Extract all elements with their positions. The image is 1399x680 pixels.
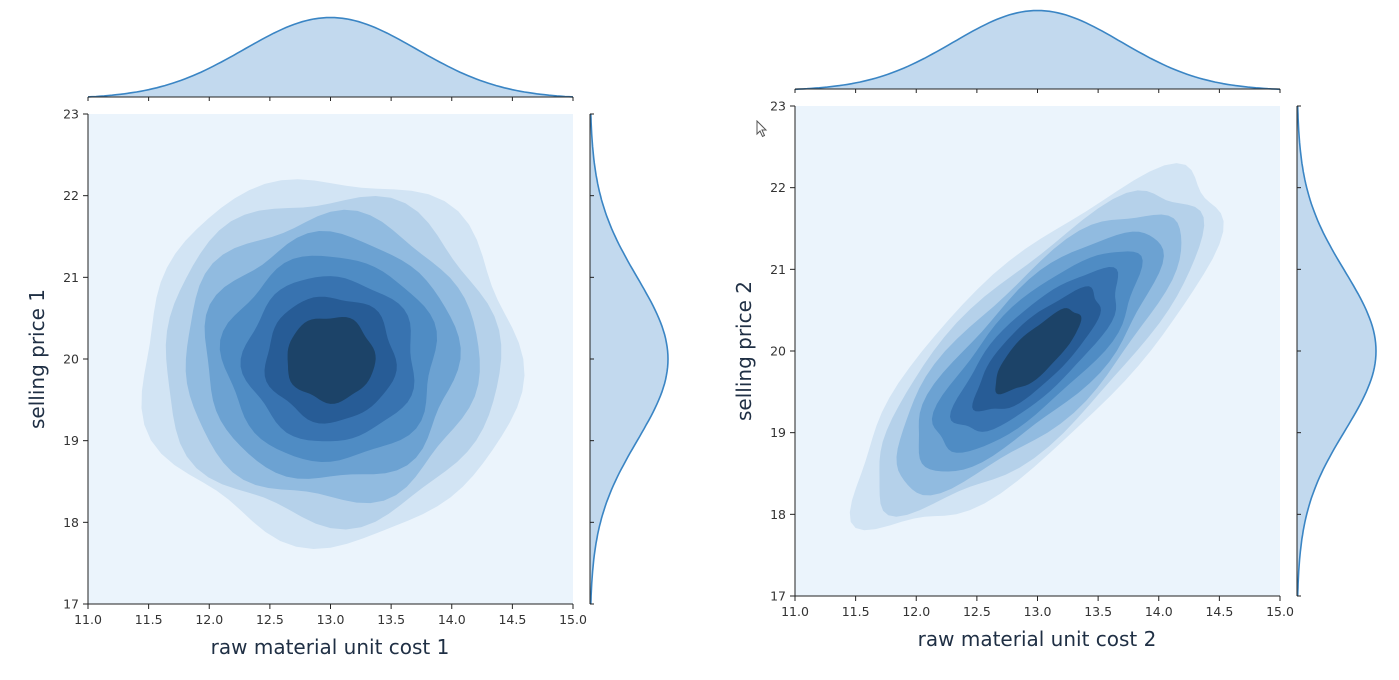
joint-plot-2-x-label: raw material unit cost 2 <box>918 627 1157 651</box>
joint-plot-2-kde-contours <box>849 163 1224 531</box>
x-tick-label: 12.0 <box>195 612 223 627</box>
x-tick-label: 13.5 <box>377 612 405 627</box>
joint-plot-1-top-marginal-ticks <box>87 97 574 101</box>
y-tick-label: 20 <box>63 352 79 367</box>
y-tick-label: 22 <box>63 188 79 203</box>
joint-plot-2-top-marginal-ticks <box>794 89 1281 93</box>
joint-plot-1-x-label: raw material unit cost 1 <box>211 635 450 659</box>
y-tick-label: 19 <box>63 433 79 448</box>
joint-plot-2-right-marginal-curve <box>1296 105 1377 597</box>
kde-contour-level-8 <box>995 308 1082 395</box>
joint-plot-1-y-ticks: 17 18 19 20 21 22 23 <box>63 107 88 612</box>
y-tick-label: 20 <box>770 344 786 359</box>
joint-plot-1-y-label: selling price 1 <box>25 289 49 429</box>
x-tick-label: 11.0 <box>781 604 809 619</box>
joint-plot-2-right-marginal-fill <box>1297 106 1376 596</box>
joint-plot-1-right-marginal-curve <box>590 113 669 605</box>
joint-plot-2-y-ticks: 17 18 19 20 21 22 23 <box>770 99 795 604</box>
joint-plot-2-x-ticks: 11.0 11.5 12.0 12.5 13.0 13.5 14.0 14.5 15.0 <box>781 596 1294 619</box>
y-tick-label: 23 <box>63 107 79 122</box>
joint-plot-1-right-marginal-ticks <box>590 113 594 605</box>
joint-plot-1-x-ticks: 11.0 11.5 12.0 12.5 13.0 13.5 14.0 14.5 15.0 <box>74 604 587 627</box>
x-tick-label: 11.5 <box>135 612 163 627</box>
x-tick-label: 12.5 <box>963 604 991 619</box>
x-tick-label: 14.0 <box>438 612 466 627</box>
joint-plot-1-top-marginal-curve <box>87 16 574 98</box>
x-tick-label: 14.5 <box>1205 604 1233 619</box>
y-tick-label: 22 <box>770 180 786 195</box>
y-tick-label: 21 <box>63 270 79 285</box>
kde-contour-level-8 <box>287 317 376 404</box>
x-tick-label: 14.5 <box>498 612 526 627</box>
y-tick-label: 18 <box>770 507 786 522</box>
joint-plot-1: 11.0 11.5 12.0 12.5 13.0 13.5 14.0 14.5 15.0 171… <box>25 16 669 659</box>
x-tick-label: 12.5 <box>256 612 284 627</box>
x-tick-label: 15.0 <box>559 612 587 627</box>
y-tick-label: 18 <box>63 515 79 530</box>
x-tick-label: 13.5 <box>1084 604 1112 619</box>
y-tick-label: 17 <box>770 589 786 604</box>
x-tick-label: 11.5 <box>842 604 870 619</box>
mouse-pointer-icon <box>756 120 768 138</box>
x-tick-label: 11.0 <box>74 612 102 627</box>
y-tick-label: 21 <box>770 262 786 277</box>
x-tick-label: 14.0 <box>1145 604 1173 619</box>
joint-plot-2-right-marginal-ticks <box>1297 105 1301 597</box>
x-tick-label: 13.0 <box>317 612 345 627</box>
joint-plot-2-top-marginal-curve <box>794 9 1281 91</box>
y-tick-label: 19 <box>770 425 786 440</box>
joint-plot-2-y-label: selling price 2 <box>732 281 756 421</box>
y-tick-label: 17 <box>63 597 79 612</box>
joint-plot-1-right-marginal-fill <box>590 114 668 604</box>
joint-plot-2: 11.0 11.5 12.0 12.5 13.0 13.5 14.0 14.5 15.0 171… <box>732 9 1377 651</box>
x-tick-label: 12.0 <box>902 604 930 619</box>
y-tick-label: 23 <box>770 99 786 114</box>
joint-plot-2-top-marginal-fill <box>795 10 1280 90</box>
joint-plot-1-top-marginal-fill <box>88 17 573 97</box>
x-tick-label: 13.0 <box>1024 604 1052 619</box>
x-tick-label: 15.0 <box>1266 604 1294 619</box>
joint-plot-1-kde-contours <box>141 179 525 550</box>
